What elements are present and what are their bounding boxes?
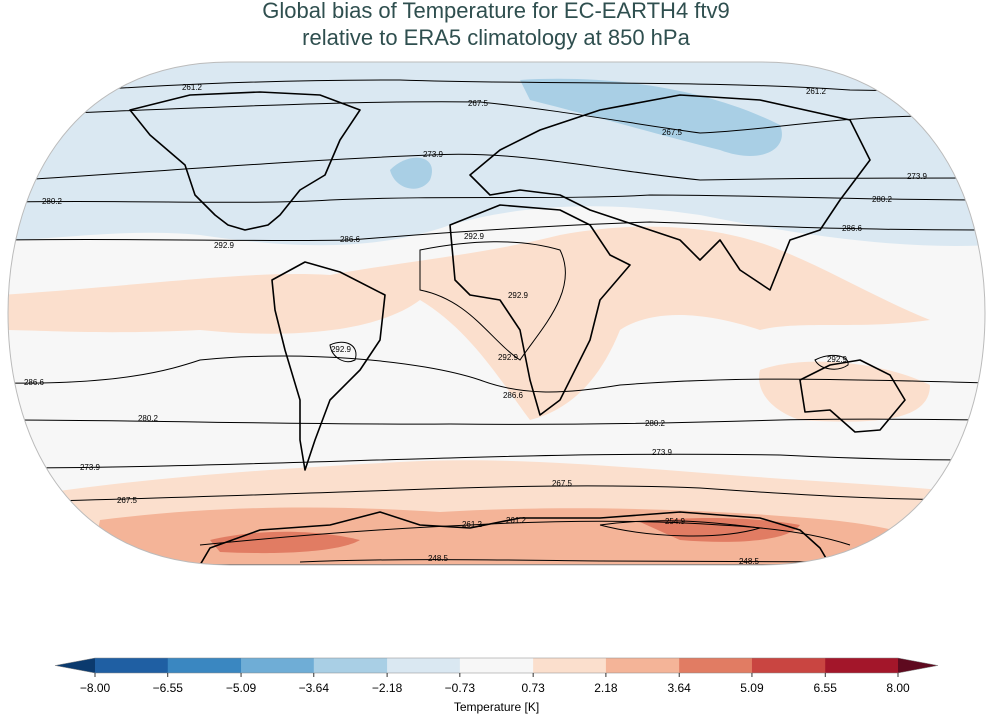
field-patch bbox=[8, 226, 930, 420]
contour-line bbox=[199, 520, 851, 546]
contour-label: 286.6 bbox=[24, 378, 45, 387]
contour-line bbox=[299, 559, 851, 563]
contour-label: 261.2 bbox=[806, 87, 827, 96]
contour-label: 273.9 bbox=[423, 150, 444, 159]
contour-label: 248.5 bbox=[739, 557, 760, 566]
contour-line bbox=[419, 241, 566, 361]
colorbar-segment bbox=[95, 658, 169, 673]
bias-field bbox=[8, 62, 985, 565]
colorbar-tick-label: 0.73 bbox=[521, 681, 545, 695]
contour-line bbox=[814, 354, 849, 370]
contour-label: 292.9 bbox=[498, 353, 519, 362]
title-line: Global bias of Temperature for EC-EARTH4… bbox=[262, 0, 730, 23]
contour-label: 292.9 bbox=[464, 232, 485, 241]
colorbar-extend-over bbox=[898, 658, 938, 673]
contour-label: 280.2 bbox=[872, 195, 893, 204]
colorbar-tick-label: −2.18 bbox=[372, 681, 403, 695]
colorbar-segment bbox=[533, 658, 607, 673]
contour-line bbox=[19, 101, 985, 134]
colorbar-segment bbox=[679, 658, 753, 673]
contour-label: 267.5 bbox=[662, 128, 683, 137]
contour-line bbox=[8, 453, 985, 469]
contour-line bbox=[599, 520, 761, 537]
contour-label: 280.2 bbox=[138, 414, 159, 423]
colorbar-tick-label: −5.09 bbox=[226, 681, 257, 695]
contour-label: 261.2 bbox=[462, 520, 483, 529]
contour-line bbox=[8, 418, 985, 425]
colorbar-segment bbox=[387, 658, 461, 673]
field-patch bbox=[759, 361, 930, 422]
contour-label: 280.2 bbox=[42, 197, 63, 206]
coastline bbox=[449, 204, 631, 416]
contour-label: 292.9 bbox=[331, 345, 352, 354]
contour-label: 254.9 bbox=[665, 517, 686, 526]
contour-label: 267.5 bbox=[468, 99, 489, 108]
field-patch bbox=[390, 157, 432, 189]
contour-label: 292.9 bbox=[214, 241, 235, 250]
colorbar-tick-label: 3.64 bbox=[668, 681, 692, 695]
title-line: relative to ERA5 climatology at 850 hPa bbox=[302, 25, 690, 50]
colorbar-tick-label: 8.00 bbox=[886, 681, 910, 695]
contour-label: 280.2 bbox=[645, 419, 666, 428]
contour-line bbox=[19, 79, 985, 96]
colorbar-segment bbox=[459, 658, 534, 673]
contour-label: 292.9 bbox=[827, 355, 848, 364]
contour-label: 286.6 bbox=[503, 391, 524, 400]
colorbar-segment bbox=[167, 658, 242, 673]
colorbar-extend-under bbox=[55, 658, 95, 673]
field-patch bbox=[520, 78, 782, 156]
contour-label: 267.5 bbox=[552, 479, 573, 488]
contour-label: 273.9 bbox=[907, 172, 928, 181]
coastline bbox=[129, 91, 361, 231]
colorbar-segment bbox=[313, 658, 388, 673]
colorbar-tick-label: −8.00 bbox=[80, 681, 111, 695]
field-patch bbox=[210, 531, 360, 554]
contour-label: 261.2 bbox=[182, 83, 203, 92]
contour-label: 261.2 bbox=[506, 516, 527, 525]
colorbar-tick-label: −3.64 bbox=[299, 681, 330, 695]
contour-line bbox=[8, 355, 985, 393]
colorbar-segment bbox=[241, 658, 315, 673]
colorbar-tick-label: −6.55 bbox=[153, 681, 184, 695]
colorbar-segment bbox=[825, 658, 899, 673]
contour-label: 286.6 bbox=[842, 224, 863, 233]
colorbar-label: Temperature [K] bbox=[454, 700, 539, 714]
contour-line bbox=[8, 485, 985, 503]
coastline bbox=[799, 359, 906, 433]
contour-label: 292.9 bbox=[508, 291, 529, 300]
contour-label: 286.6 bbox=[340, 235, 361, 244]
contour-label: 248.5 bbox=[428, 554, 449, 563]
contour-label: 273.9 bbox=[80, 463, 101, 472]
contour-line bbox=[8, 194, 985, 203]
contour-label: 267.5 bbox=[117, 496, 138, 505]
colorbar-tick-label: 5.09 bbox=[740, 681, 764, 695]
colorbar: −8.00 −6.55 −5.09 −3.64 −2.18 −0.73 0.73 2.18 3.… bbox=[54, 657, 939, 714]
contour-line bbox=[19, 153, 985, 181]
colorbar-tick-label: −0.73 bbox=[445, 681, 476, 695]
colorbar-segment bbox=[751, 658, 826, 673]
coastline bbox=[469, 94, 871, 291]
contour-label: 273.9 bbox=[652, 448, 673, 457]
colorbar-segment bbox=[605, 658, 680, 673]
globe-outline bbox=[7, 61, 986, 566]
contour-line bbox=[329, 341, 357, 363]
coastline bbox=[271, 261, 386, 471]
contour-line bbox=[8, 221, 985, 242]
contours: 261.2 261.2 267.5 267.5 273.9 273.9 280.2 280.2… bbox=[8, 79, 985, 566]
colorbar-tick-label: 2.18 bbox=[594, 681, 618, 695]
colorbar-tick-label: 6.55 bbox=[814, 681, 838, 695]
